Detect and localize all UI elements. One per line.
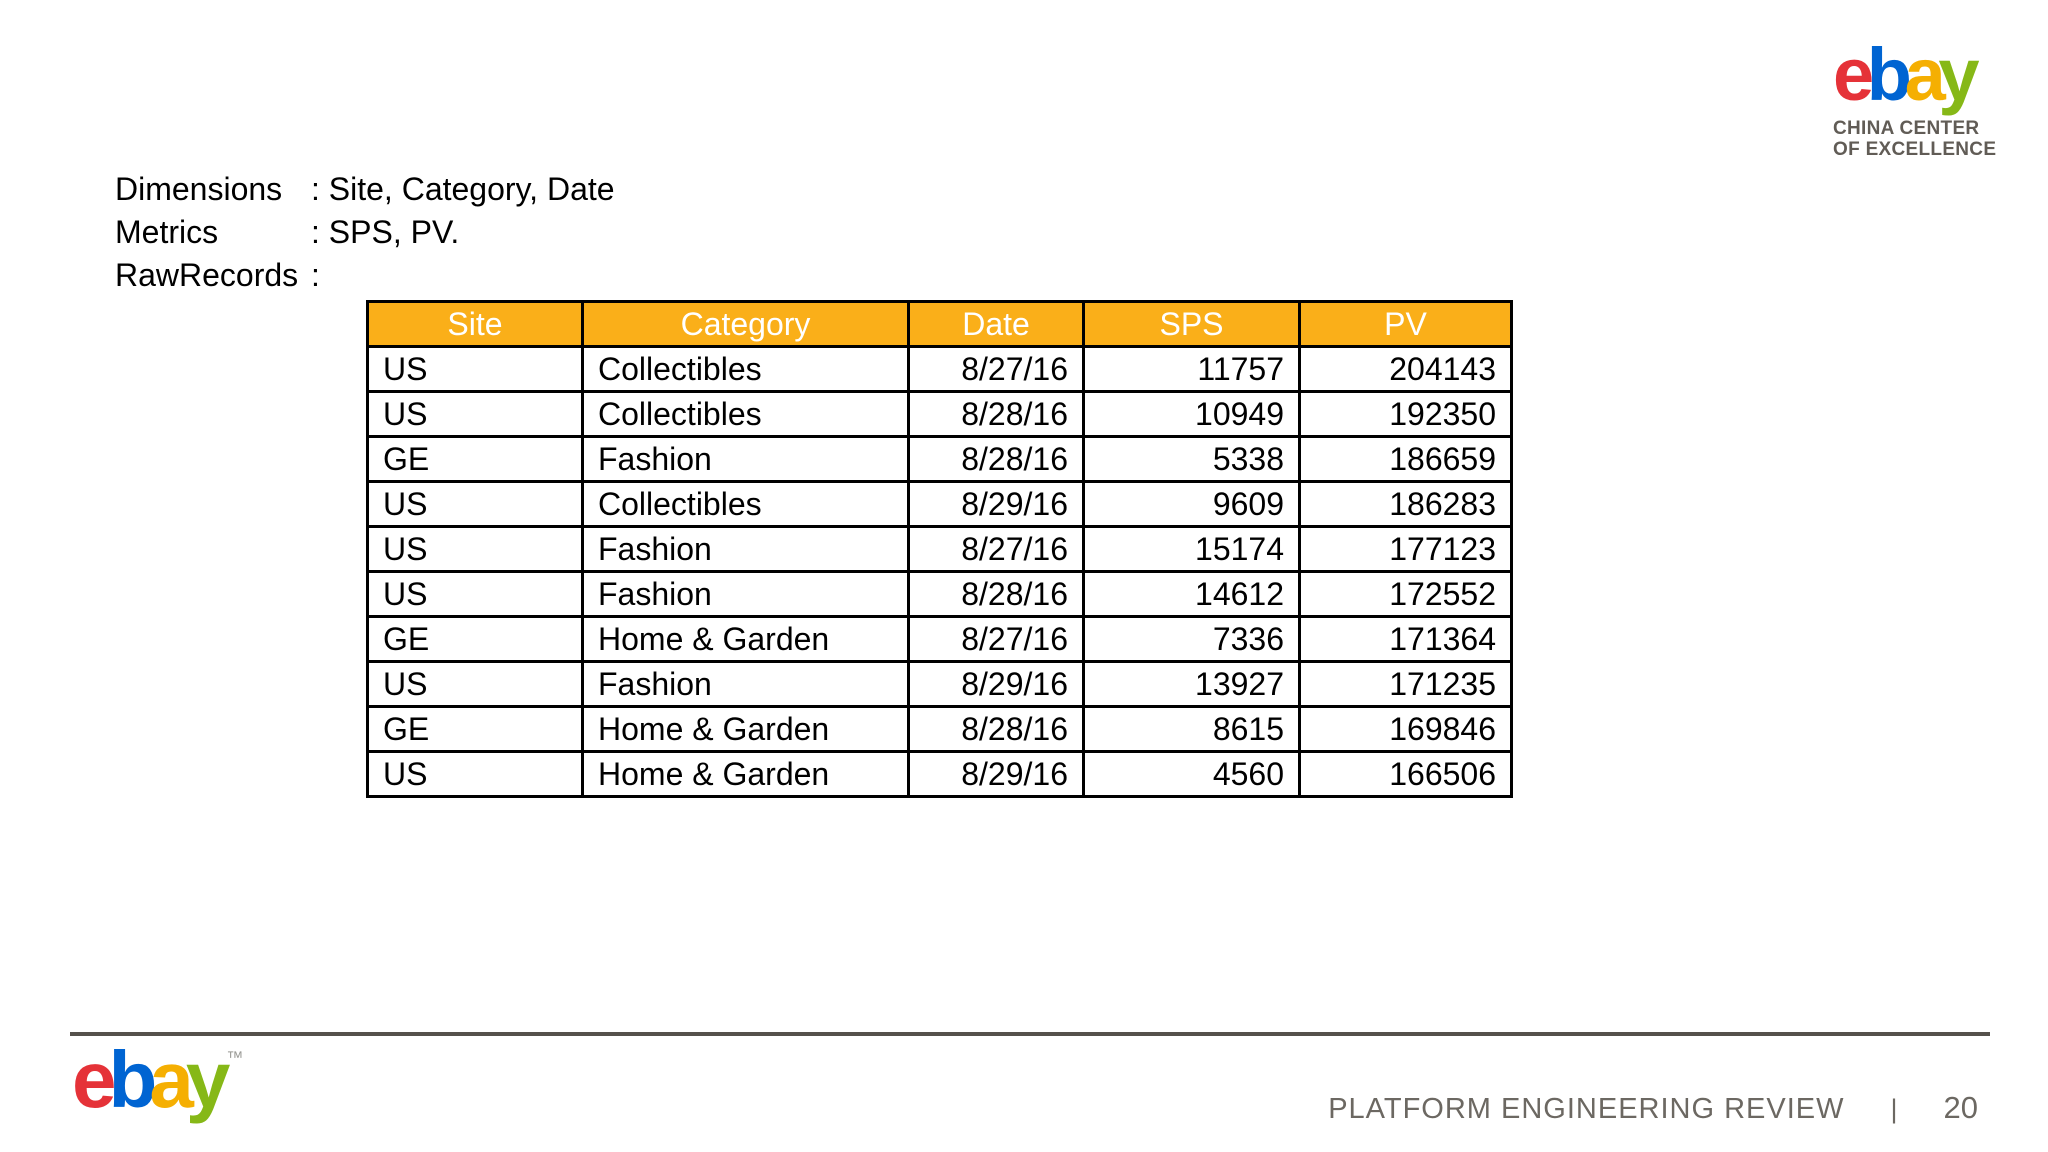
ebay-letter-e: e [72, 1035, 116, 1124]
cell-date: 8/28/16 [907, 390, 1085, 438]
footer-separator: | [1890, 1094, 1898, 1124]
ebay-wordmark: ebay [72, 1035, 230, 1124]
cell-category: Fashion [581, 525, 910, 573]
meta-label: Dimensions [115, 171, 283, 207]
cell-date: 8/29/16 [907, 750, 1085, 798]
cell-date: 8/29/16 [907, 480, 1085, 528]
cell-category: Home & Garden [581, 615, 910, 663]
meta-row-rawrecords: RawRecords : [115, 254, 615, 297]
cell-category: Fashion [581, 435, 910, 483]
cell-date: 8/27/16 [907, 615, 1085, 663]
page-number: 20 [1943, 1090, 1978, 1125]
cell-sps: 8615 [1082, 705, 1301, 753]
cell-pv: 169846 [1298, 705, 1513, 753]
table-row: GE Fashion 8/28/16 5338 186659 [366, 435, 1513, 483]
cell-site: US [366, 525, 584, 573]
header-category: Category [581, 300, 910, 348]
cell-pv: 186283 [1298, 480, 1513, 528]
cell-site: GE [366, 705, 584, 753]
cell-sps: 11757 [1082, 345, 1301, 393]
cell-date: 8/29/16 [907, 660, 1085, 708]
cell-pv: 172552 [1298, 570, 1513, 618]
cell-pv: 192350 [1298, 390, 1513, 438]
cell-category: Collectibles [581, 480, 910, 528]
table-row: US Fashion 8/29/16 13927 171235 [366, 660, 1513, 708]
meta-block: Dimensions : Site, Category, Date Metric… [115, 168, 615, 297]
table-row: US Collectibles 8/27/16 11757 204143 [366, 345, 1513, 393]
cell-site: US [366, 570, 584, 618]
cell-date: 8/27/16 [907, 345, 1085, 393]
ebay-logo-top: ebay CHINA CENTER OF EXCELLENCE [1833, 33, 1996, 160]
cell-sps: 9609 [1082, 480, 1301, 528]
cell-site: GE [366, 615, 584, 663]
cell-pv: 171235 [1298, 660, 1513, 708]
meta-value: : Site, Category, Date [311, 171, 615, 207]
footer-divider [70, 1032, 1990, 1036]
ebay-letter-y: y [1938, 33, 1979, 116]
cell-sps: 15174 [1082, 525, 1301, 573]
china-center-tagline: CHINA CENTER OF EXCELLENCE [1833, 118, 1996, 160]
footer-right: PLATFORM ENGINEERING REVIEW | 20 [1328, 1090, 1978, 1126]
table-row: US Collectibles 8/29/16 9609 186283 [366, 480, 1513, 528]
cell-pv: 171364 [1298, 615, 1513, 663]
table-row: US Collectibles 8/28/16 10949 192350 [366, 390, 1513, 438]
cell-category: Home & Garden [581, 750, 910, 798]
table-row: GE Home & Garden 8/28/16 8615 169846 [366, 705, 1513, 753]
ebay-letter-b: b [1866, 33, 1912, 116]
cell-pv: 204143 [1298, 345, 1513, 393]
cell-pv: 186659 [1298, 435, 1513, 483]
ebay-letter-b: b [108, 1035, 158, 1124]
cell-category: Collectibles [581, 390, 910, 438]
cell-sps: 13927 [1082, 660, 1301, 708]
cell-sps: 4560 [1082, 750, 1301, 798]
table-row: US Fashion 8/27/16 15174 177123 [366, 525, 1513, 573]
ebay-letter-a: a [1904, 33, 1946, 116]
header-sps: SPS [1082, 300, 1301, 348]
cell-sps: 10949 [1082, 390, 1301, 438]
meta-row-metrics: Metrics : SPS, PV. [115, 211, 615, 254]
cell-site: GE [366, 435, 584, 483]
header-date: Date [907, 300, 1085, 348]
cell-category: Home & Garden [581, 705, 910, 753]
ebay-wordmark: ebay [1833, 33, 1996, 116]
meta-label: RawRecords [115, 257, 299, 293]
cell-site: US [366, 660, 584, 708]
trademark-symbol: ™ [226, 1048, 244, 1067]
cell-site: US [366, 390, 584, 438]
cell-site: US [366, 480, 584, 528]
cell-date: 8/27/16 [907, 525, 1085, 573]
table-header-row: Site Category Date SPS PV [366, 300, 1513, 348]
cell-site: US [366, 750, 584, 798]
tagline-line-1: CHINA CENTER [1833, 118, 1980, 140]
cell-pv: 166506 [1298, 750, 1513, 798]
header-site: Site [366, 300, 584, 348]
ebay-letter-y: y [185, 1035, 230, 1124]
cell-category: Fashion [581, 660, 910, 708]
header-pv: PV [1298, 300, 1513, 348]
cell-category: Collectibles [581, 345, 910, 393]
ebay-logo-footer: ebay ™ [72, 1040, 244, 1120]
footer-title: PLATFORM ENGINEERING REVIEW [1328, 1093, 1845, 1125]
cell-sps: 5338 [1082, 435, 1301, 483]
meta-label: Metrics [115, 214, 219, 250]
cell-site: US [366, 345, 584, 393]
raw-records-table: Site Category Date SPS PV US Collectible… [366, 300, 1513, 798]
cell-date: 8/28/16 [907, 705, 1085, 753]
meta-value: : [311, 257, 320, 293]
table-row: US Fashion 8/28/16 14612 172552 [366, 570, 1513, 618]
cell-pv: 177123 [1298, 525, 1513, 573]
table-row: GE Home & Garden 8/27/16 7336 171364 [366, 615, 1513, 663]
cell-category: Fashion [581, 570, 910, 618]
table-row: US Home & Garden 8/29/16 4560 166506 [366, 750, 1513, 798]
ebay-letter-a: a [149, 1035, 193, 1124]
cell-sps: 7336 [1082, 615, 1301, 663]
tagline-line-2: OF EXCELLENCE [1833, 139, 1997, 161]
ebay-letter-e: e [1833, 33, 1874, 116]
cell-sps: 14612 [1082, 570, 1301, 618]
cell-date: 8/28/16 [907, 570, 1085, 618]
meta-value: : SPS, PV. [311, 214, 460, 250]
meta-row-dimensions: Dimensions : Site, Category, Date [115, 168, 615, 211]
cell-date: 8/28/16 [907, 435, 1085, 483]
